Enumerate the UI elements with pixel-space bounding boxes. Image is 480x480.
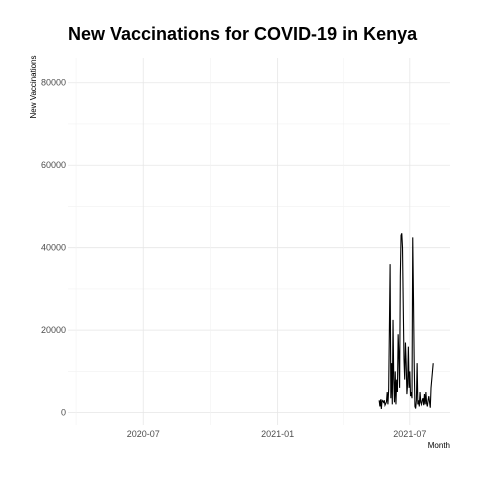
tick-labels: 0 20000 40000 60000 80000 2020-07 2021-01 2021-… bbox=[41, 78, 426, 439]
y-tick-label: 40000 bbox=[41, 243, 66, 253]
y-tick-label: 80000 bbox=[41, 78, 66, 88]
x-tick-label: 2021-07 bbox=[393, 429, 426, 439]
y-tick-label: 20000 bbox=[41, 325, 66, 335]
grid-lines bbox=[68, 58, 450, 425]
series-line bbox=[378, 233, 434, 409]
x-tick-label: 2021-01 bbox=[261, 429, 294, 439]
x-axis-title: Month bbox=[428, 441, 450, 450]
chart-title: New Vaccinations for COVID-19 in Kenya bbox=[68, 24, 418, 44]
y-tick-label: 60000 bbox=[41, 160, 66, 170]
y-axis-title: New Vaccinations bbox=[29, 56, 38, 119]
y-tick-label: 0 bbox=[61, 408, 66, 418]
x-tick-label: 2020-07 bbox=[127, 429, 160, 439]
